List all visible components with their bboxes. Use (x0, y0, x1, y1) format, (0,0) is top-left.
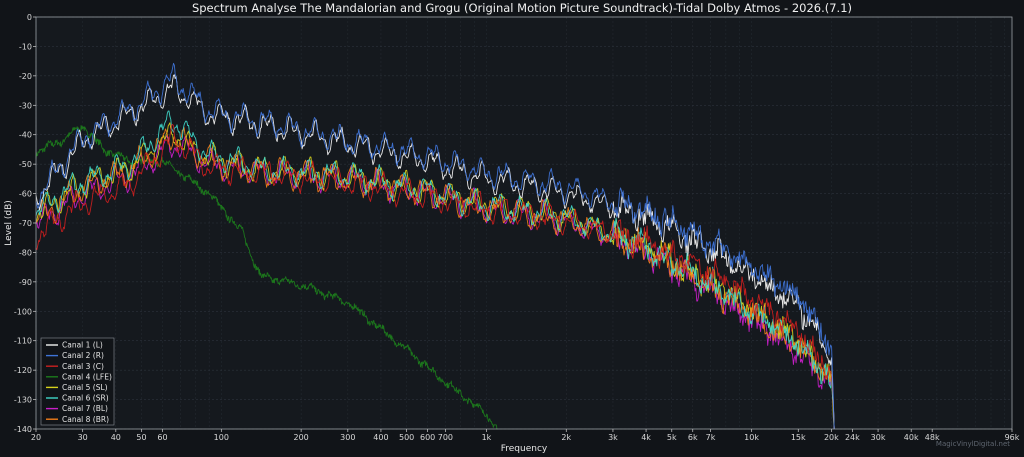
series-line (35, 122, 835, 430)
x-tick-label: 7k (706, 433, 716, 442)
y-axis: 0 -10 -20 -30 -40 -50 -60 -70 -80 -90 -100 -110 -120… (14, 13, 36, 434)
x-tick-label: 15k (791, 433, 806, 442)
y-tick-label: -10 (19, 42, 32, 51)
series-line (35, 124, 498, 430)
x-tick-label: 6k (688, 433, 698, 442)
y-tick-label: -20 (19, 72, 32, 81)
x-tick-label: 48k (925, 433, 940, 442)
legend-label: Canal 4 (LFE) (62, 372, 112, 381)
x-tick-label: 30k (871, 433, 886, 442)
x-tick-label: 100 (214, 433, 229, 442)
x-tick-label: 600 (420, 433, 435, 442)
x-tick-label: 1k (482, 433, 492, 442)
series-line (35, 62, 835, 430)
y-tick-label: 0 (27, 13, 32, 22)
legend-label: Canal 1 (L) (62, 341, 103, 350)
y-tick-label: -90 (19, 278, 32, 287)
watermark: MagicVinylDigital.net (936, 440, 1010, 448)
y-tick-label: -40 (19, 131, 32, 140)
y-axis-label: Level (dB) (4, 200, 14, 246)
y-tick-label: -100 (14, 307, 32, 316)
x-tick-label: 4k (641, 433, 651, 442)
legend-label: Canal 8 (BR) (62, 415, 109, 424)
x-tick-label: 40k (904, 433, 919, 442)
y-tick-label: -130 (14, 396, 32, 405)
y-tick-label: -50 (19, 160, 32, 169)
x-tick-label: 3k (608, 433, 618, 442)
legend: Canal 1 (L)Canal 2 (R) Canal 3 (C)Canal 4… (40, 337, 115, 426)
series-layer (35, 62, 835, 430)
x-axis: 20 30 40 50 60 100 200 300 400 500 600 700 1k 2k 3k 4k 5… (31, 429, 1020, 442)
x-tick-label: 40 (111, 433, 121, 442)
y-tick-label: -30 (19, 101, 32, 110)
x-tick-label: 30 (78, 433, 88, 442)
y-tick-label: -140 (14, 425, 32, 434)
legend-label: Canal 5 (SL) (62, 383, 108, 392)
x-tick-label: 200 (293, 433, 308, 442)
legend-label: Canal 7 (BL) (62, 404, 108, 413)
chart-title: Spectrum Analyse The Mandalorian and Gro… (192, 1, 852, 15)
legend-label: Canal 6 (SR) (62, 394, 109, 403)
legend-label: Canal 2 (R) (62, 351, 104, 360)
x-tick-label: 400 (373, 433, 388, 442)
x-tick-label: 500 (399, 433, 414, 442)
x-tick-label: 60 (157, 433, 167, 442)
x-tick-label: 20 (31, 433, 41, 442)
y-tick-label: -120 (14, 366, 32, 375)
y-tick-label: -70 (19, 219, 32, 228)
x-tick-label: 24k (845, 433, 860, 442)
y-tick-label: -80 (19, 248, 32, 257)
series-line (35, 127, 835, 430)
x-tick-label: 10k (744, 433, 759, 442)
legend-label: Canal 3 (C) (62, 362, 104, 371)
x-axis-label: Frequency (501, 444, 548, 454)
y-tick-label: -60 (19, 190, 32, 199)
legend-box (40, 337, 115, 426)
x-tick-label: 5k (667, 433, 677, 442)
series-line (35, 110, 835, 430)
x-tick-label: 700 (438, 433, 453, 442)
x-tick-label: 50 (136, 433, 146, 442)
x-tick-label: 20k (824, 433, 839, 442)
x-tick-label: 96k (1005, 433, 1020, 442)
series-line (35, 123, 835, 430)
x-tick-label: 300 (340, 433, 355, 442)
x-tick-label: 2k (561, 433, 571, 442)
y-tick-label: -110 (14, 337, 32, 346)
